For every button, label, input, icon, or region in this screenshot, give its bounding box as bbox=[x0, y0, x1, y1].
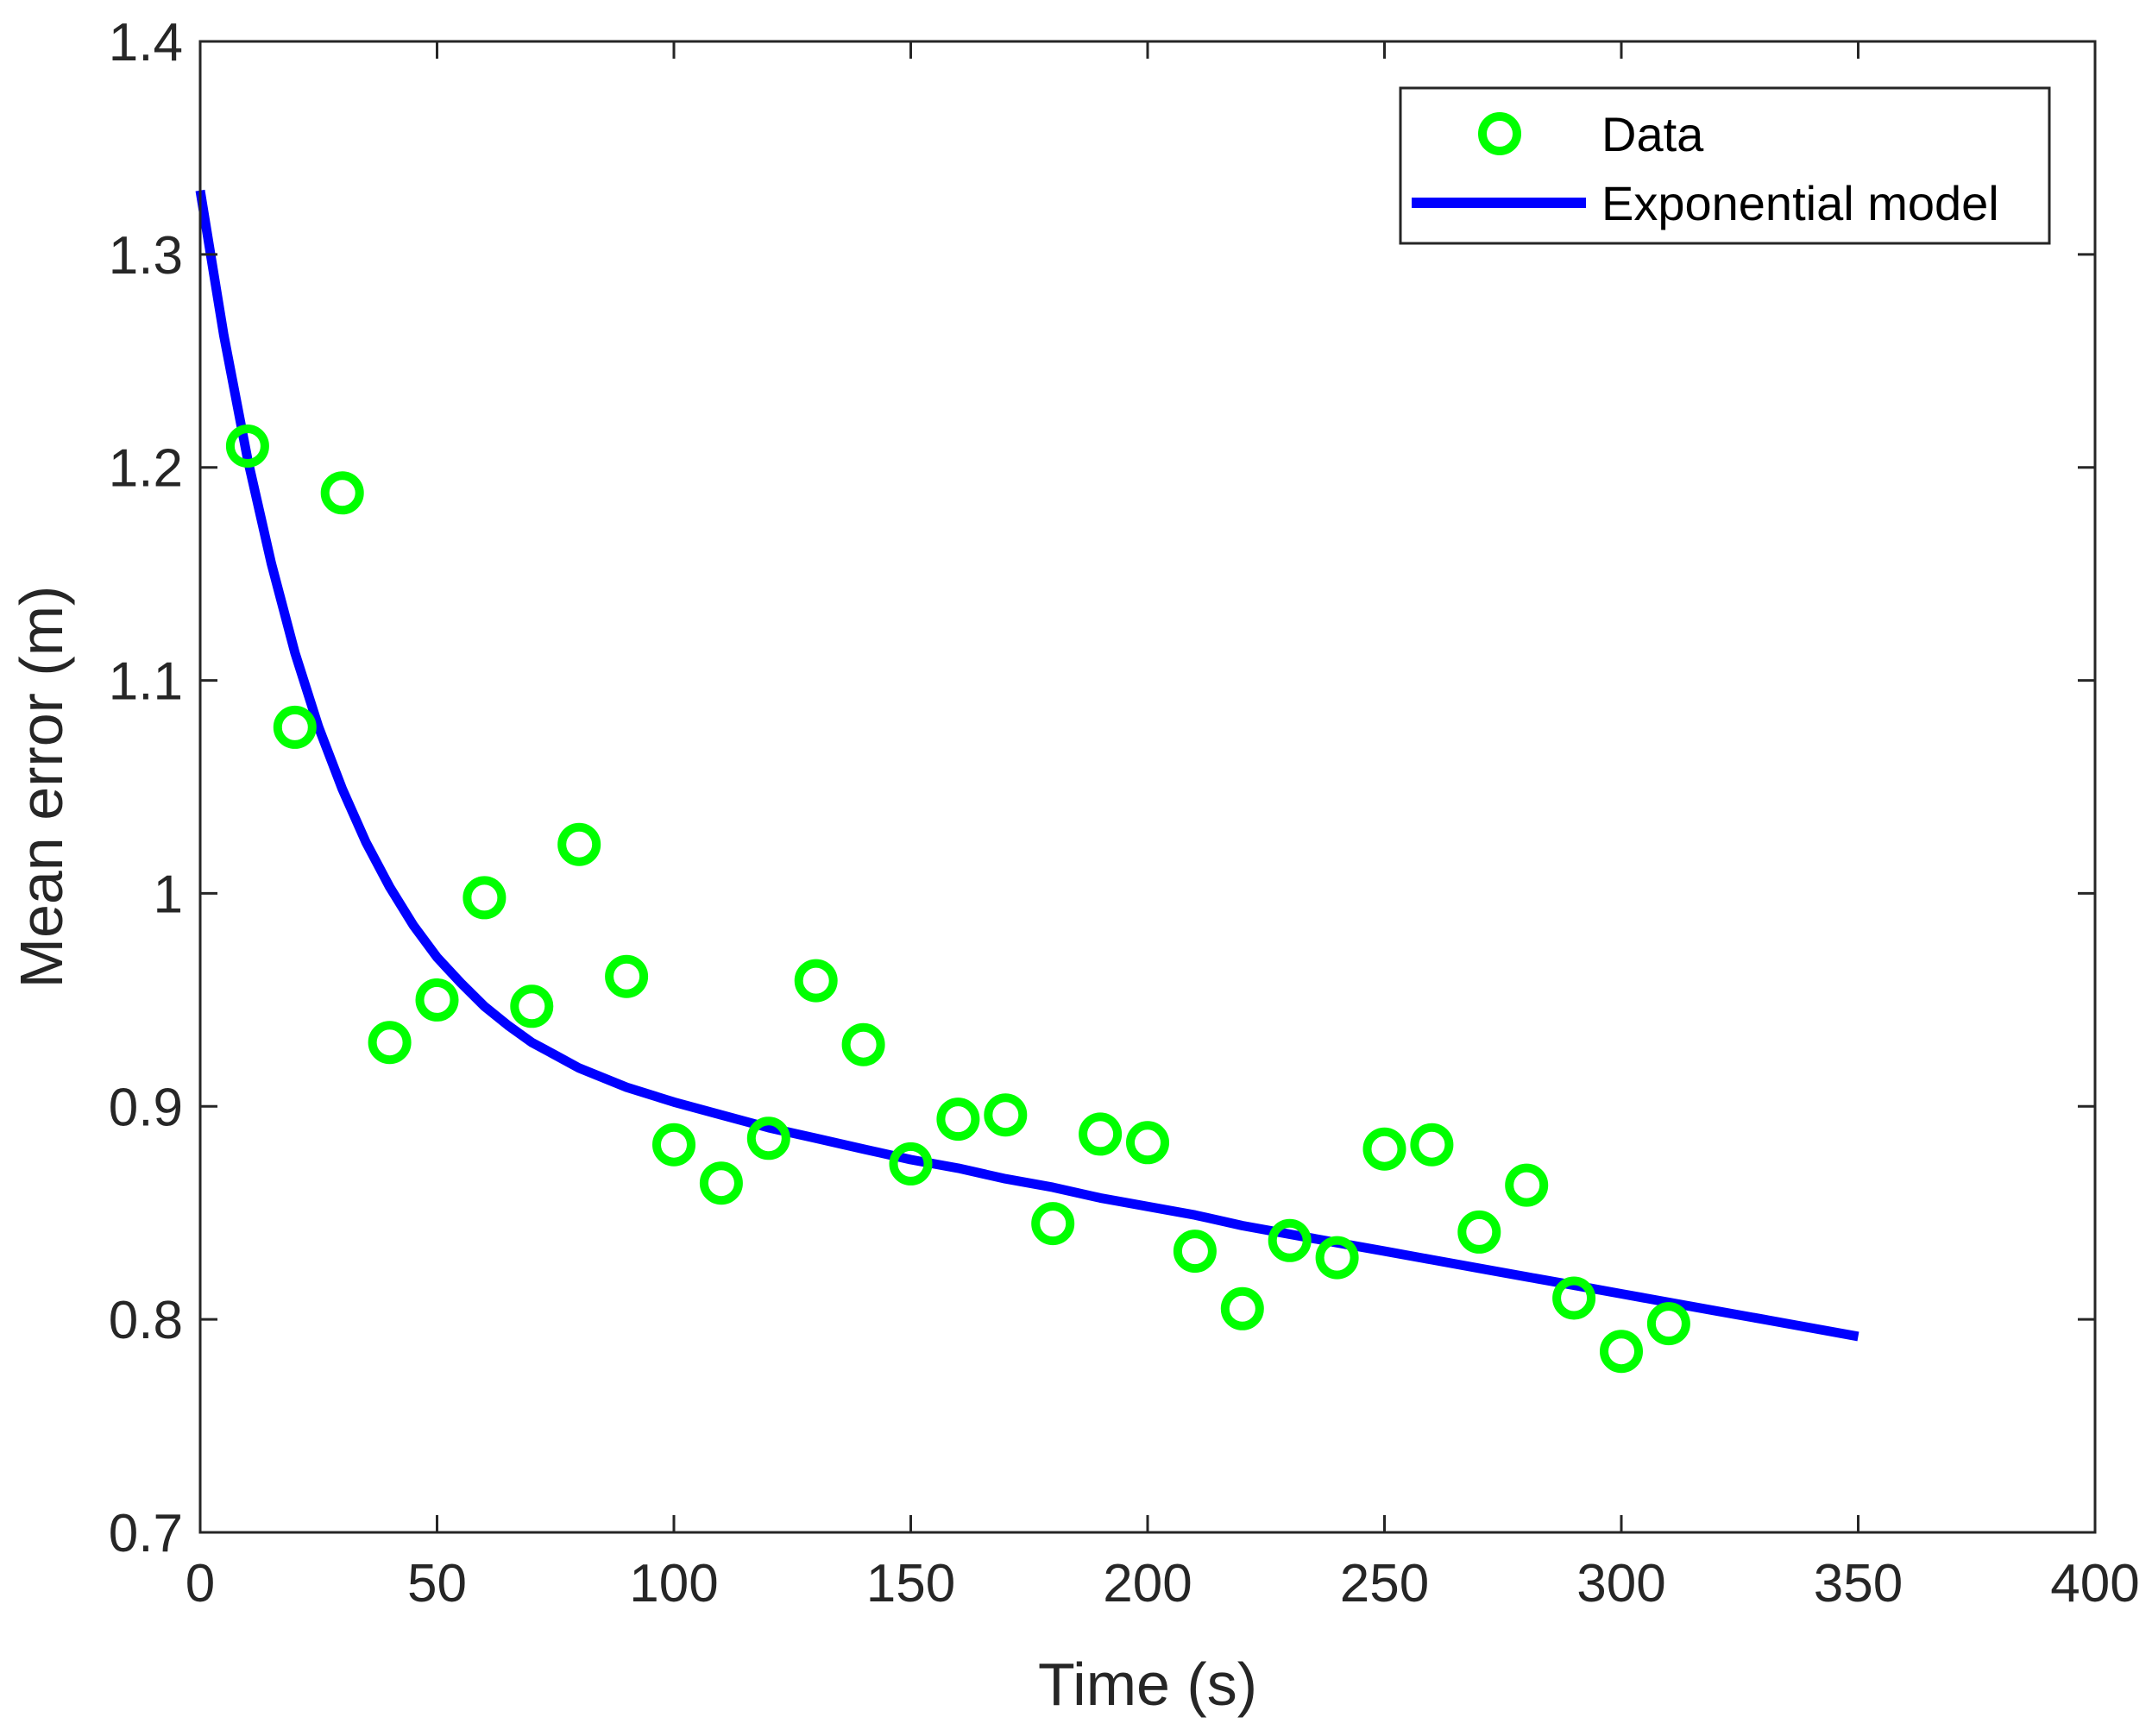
legend-box bbox=[1399, 86, 2051, 245]
x-tick-label: 150 bbox=[866, 1554, 955, 1613]
data-point bbox=[1410, 1123, 1454, 1167]
data-point bbox=[1646, 1302, 1690, 1346]
data-point bbox=[889, 1142, 933, 1186]
legend-label-model: Exponential model bbox=[1601, 176, 1999, 230]
data-point bbox=[273, 705, 317, 749]
data-point bbox=[699, 1161, 743, 1205]
y-tick-label: 1.2 bbox=[109, 439, 183, 499]
x-tick-label: 400 bbox=[2050, 1554, 2139, 1613]
data-point bbox=[415, 978, 459, 1022]
data-point bbox=[1315, 1236, 1359, 1280]
axes-layer: 0 50 100 150 200 250 300 350 400 0.7 0.8 0.9 1 1.1 1.2… bbox=[109, 13, 2140, 1613]
data-point bbox=[225, 425, 269, 468]
x-tick-label: 50 bbox=[407, 1554, 467, 1613]
data-point bbox=[1220, 1286, 1264, 1330]
data-point bbox=[1126, 1121, 1169, 1165]
data-point bbox=[1457, 1210, 1501, 1254]
y-tick-label: 0.8 bbox=[109, 1291, 183, 1350]
data-point bbox=[1552, 1276, 1596, 1320]
x-axis-title: Time (s) bbox=[1038, 1651, 1257, 1718]
y-tick-label: 1.1 bbox=[109, 652, 183, 712]
y-tick-label: 1.4 bbox=[109, 13, 183, 72]
data-point bbox=[510, 984, 554, 1028]
data-point bbox=[1362, 1127, 1406, 1171]
y-tick-label: 1.3 bbox=[109, 226, 183, 286]
data-point bbox=[652, 1123, 695, 1167]
data-point bbox=[1031, 1202, 1075, 1246]
series-line-exponential-model bbox=[195, 189, 1859, 1342]
y-axis-title: Mean error (m) bbox=[8, 586, 75, 989]
legend: Data Exponential model bbox=[1399, 86, 2051, 245]
data-point bbox=[936, 1098, 980, 1142]
data-point bbox=[320, 471, 364, 515]
legend-label-data: Data bbox=[1601, 107, 1704, 161]
x-tick-label: 350 bbox=[1814, 1554, 1903, 1613]
x-tick-label: 300 bbox=[1576, 1554, 1665, 1613]
x-tick-label: 100 bbox=[629, 1554, 718, 1613]
x-tick-label: 250 bbox=[1340, 1554, 1429, 1613]
y-tick-label: 0.9 bbox=[109, 1078, 183, 1137]
data-point bbox=[1079, 1112, 1123, 1156]
data-point bbox=[462, 876, 507, 920]
data-point bbox=[1600, 1330, 1643, 1374]
labels-layer: Time (s) Mean error (m) bbox=[8, 586, 1257, 1718]
data-point bbox=[1173, 1230, 1217, 1274]
data-point bbox=[1505, 1163, 1549, 1207]
data-point bbox=[794, 959, 838, 1003]
y-tick-label: 1 bbox=[154, 865, 183, 924]
data-point bbox=[368, 1021, 412, 1065]
y-tick-label: 0.7 bbox=[109, 1504, 183, 1563]
data-point bbox=[841, 1022, 885, 1066]
data-point bbox=[984, 1093, 1028, 1137]
legend-marker-data bbox=[1478, 112, 1521, 155]
data-point bbox=[1268, 1218, 1312, 1262]
data-point bbox=[605, 954, 649, 998]
data-point bbox=[746, 1116, 790, 1160]
x-tick-label: 200 bbox=[1103, 1554, 1192, 1613]
x-tick-label: 0 bbox=[186, 1554, 215, 1613]
data-point bbox=[557, 822, 601, 866]
plot-layer bbox=[195, 189, 1859, 1374]
